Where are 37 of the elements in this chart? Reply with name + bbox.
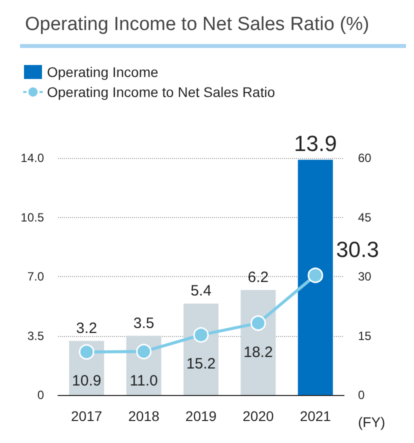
y2-tick-label: 60 [358,151,372,165]
data-label: 10.9 [72,372,102,390]
bar [184,304,218,395]
x-tick-label: 2018 [128,408,160,424]
bar [240,290,276,395]
x-tick-label: 2019 [185,408,217,424]
data-label: 3.5 [133,314,154,332]
y-tick-label: 14.0 [20,151,44,165]
data-label: 3.2 [76,320,98,337]
y2-tick-label: 45 [358,210,372,224]
y-tick-label: 0 [37,388,44,402]
y2-tick-label: 0 [358,388,365,402]
data-label: 6.2 [248,269,269,286]
data-label: 5.4 [190,282,212,300]
data-label: 13.9 [294,131,337,156]
chart-title: Operating Income to Net Sales Ratio (%) [25,14,370,35]
y2-tick-label: 15 [358,328,372,343]
data-label: 15.2 [186,356,216,373]
legend-label: Operating Income [47,64,158,80]
data-label: 30.3 [336,236,379,262]
data-label: 11.0 [130,372,158,390]
y-tick-label: 7.0 [27,270,44,284]
y2-tick-label: 30 [358,270,372,284]
x-tick-label: 2017 [71,408,102,424]
data-label: 18.2 [244,344,273,361]
point [193,327,209,343]
point [136,344,152,360]
x-tick-label: 2021 [300,408,332,424]
point [250,315,266,331]
y-tick-label: 10.5 [20,210,44,224]
point [78,344,94,360]
legend-label: Operating Income to Net Sales Ratio [47,84,276,100]
y-tick-label: 3.5 [27,328,44,343]
x-tick-label: 2020 [242,408,274,424]
point [308,268,324,284]
bar [298,160,333,395]
x-axis-title: (FY) [358,414,386,430]
